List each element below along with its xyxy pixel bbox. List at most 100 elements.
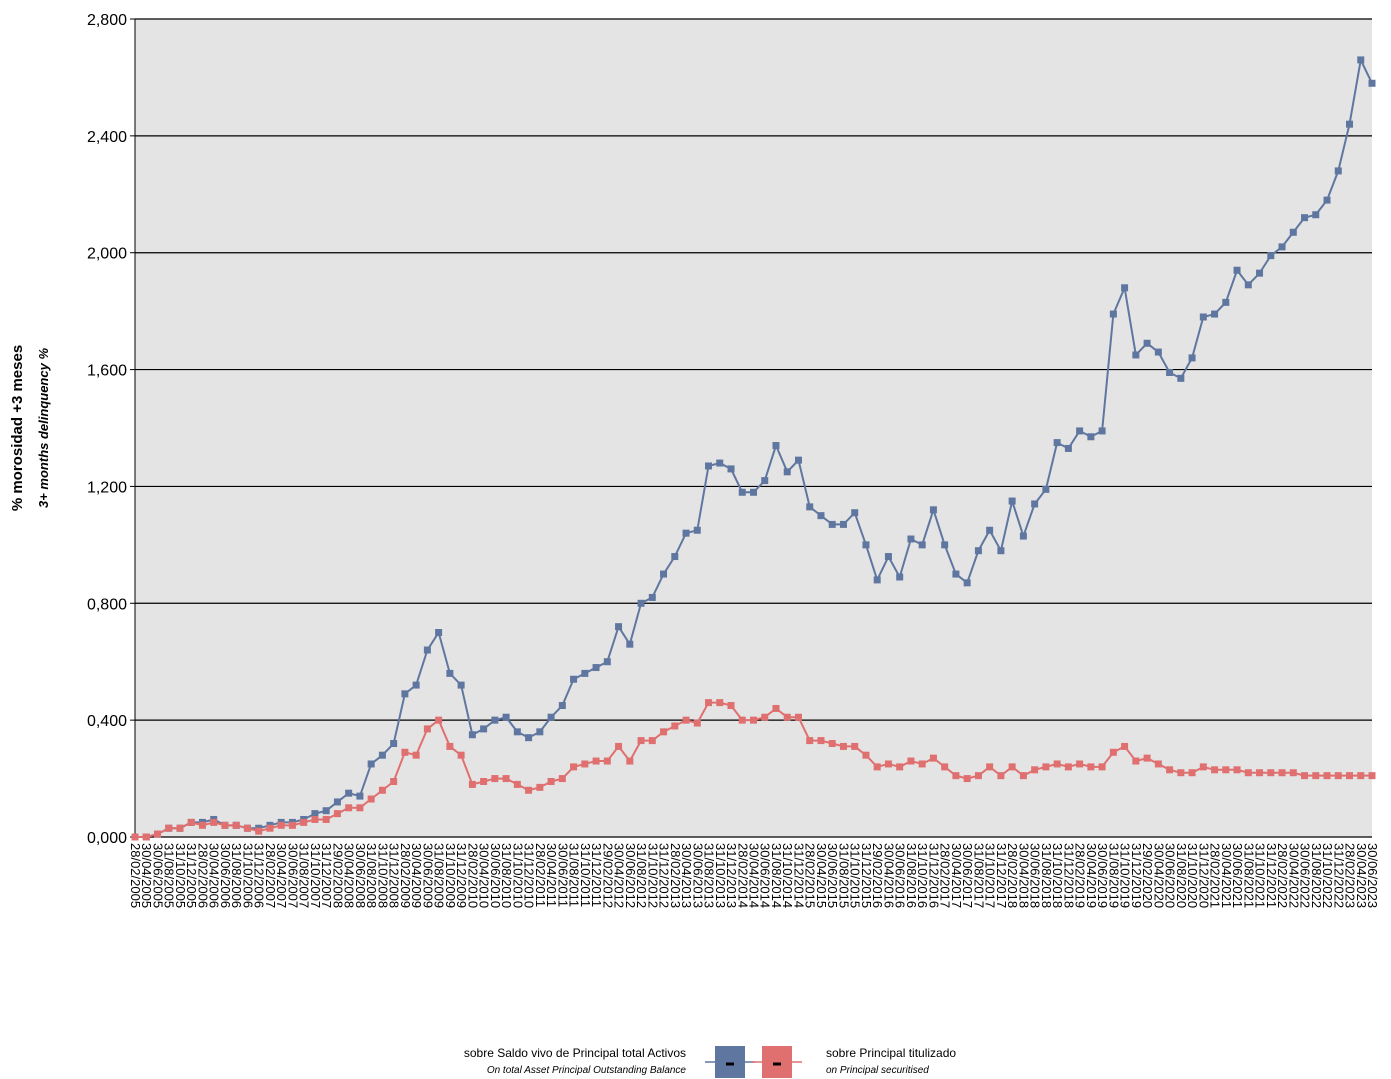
point [232, 821, 240, 829]
point [1154, 348, 1162, 356]
x-tick-label: 31/10/2020 [1185, 843, 1200, 908]
point [761, 477, 769, 485]
point [1199, 763, 1207, 771]
x-tick-label: 30/06/2015 [825, 843, 840, 908]
point [873, 576, 881, 584]
point [750, 716, 757, 724]
point [390, 740, 398, 748]
point [963, 579, 971, 587]
point [997, 547, 1005, 555]
x-tick-label: 31/08/2012 [634, 843, 649, 908]
point [592, 757, 600, 765]
point [1177, 769, 1185, 777]
point [648, 593, 656, 601]
point [603, 757, 611, 765]
x-tick-label: 30/04/2012 [612, 843, 627, 908]
point [896, 573, 904, 581]
point [468, 780, 476, 788]
point [581, 669, 589, 677]
x-tick-label: 30/06/2010 [488, 843, 503, 908]
point [300, 818, 308, 826]
point [862, 541, 870, 549]
x-tick-label: 31/10/2013 [713, 843, 728, 908]
x-tick-label: 30/06/2008 [353, 843, 368, 908]
point [1267, 769, 1275, 777]
point [311, 815, 319, 823]
point [1109, 310, 1117, 318]
point [1031, 766, 1039, 774]
point [1019, 772, 1027, 780]
point [1368, 79, 1376, 87]
point [502, 775, 510, 783]
point [682, 529, 690, 537]
point [918, 760, 926, 768]
x-tick-label: 30/06/2019 [1095, 843, 1110, 908]
x-tick-label: 31/10/2014 [780, 843, 795, 908]
point [536, 783, 544, 791]
point [423, 646, 431, 654]
x-tick-label: 30/04/2008 [342, 843, 357, 908]
x-tick-label: 31/12/2020 [1196, 843, 1211, 908]
x-tick-label: 30/04/2021 [1219, 843, 1234, 908]
point [210, 818, 218, 826]
point [671, 722, 679, 730]
point [1188, 769, 1196, 777]
x-tick-label: 30/04/2014 [747, 843, 762, 908]
x-tick-label: 30/04/2011 [544, 843, 559, 907]
x-tick-label: 31/12/2019 [1129, 843, 1144, 908]
point [1211, 766, 1219, 774]
point [390, 777, 398, 785]
point [1278, 769, 1286, 777]
x-tick-label: 31/08/2016 [904, 843, 919, 908]
point [817, 512, 825, 520]
point [480, 725, 488, 733]
x-tick-label: 28/02/2013 [668, 843, 683, 908]
x-tick-label: 31/10/2022 [1320, 843, 1335, 908]
x-tick-label: 31/08/2021 [1241, 843, 1256, 908]
legend-sublabel: on Principal securitised [826, 1065, 929, 1076]
x-tick-label: 31/08/2008 [364, 843, 379, 908]
point [637, 599, 645, 607]
x-tick-label: 28/02/2005 [128, 843, 143, 908]
x-tick-label: 30/06/2016 [893, 843, 908, 908]
point [603, 658, 611, 666]
x-tick-label: 29/02/2012 [600, 843, 615, 908]
x-tick-label: 31/10/2021 [1253, 843, 1268, 908]
x-tick-label: 31/10/2011 [578, 843, 593, 907]
point [806, 737, 814, 745]
point [435, 716, 443, 724]
point [974, 772, 982, 780]
x-tick-label: 28/02/2011 [533, 843, 548, 907]
point [783, 713, 791, 721]
legend-swatch [715, 1046, 745, 1078]
x-tick-label: 30/04/2013 [679, 843, 694, 908]
x-tick-label: 28/02/2014 [735, 843, 750, 908]
x-tick-label: 31/12/2022 [1331, 843, 1346, 908]
point [356, 804, 364, 812]
x-tick-label: 31/10/2005 [173, 843, 188, 908]
point [457, 751, 465, 759]
point [1323, 772, 1331, 780]
point [839, 520, 847, 528]
point [288, 821, 296, 829]
point [1188, 354, 1196, 362]
point [1334, 167, 1342, 175]
x-tick-label: 31/08/2009 [432, 843, 447, 908]
x-tick-label: 31/10/2009 [443, 843, 458, 908]
x-tick-label: 31/12/2008 [387, 843, 402, 908]
point [1121, 742, 1129, 750]
x-tick-label: 31/12/2011 [589, 843, 604, 907]
point [221, 821, 229, 829]
point [1211, 310, 1219, 318]
point [862, 751, 870, 759]
point [1346, 120, 1354, 128]
point [1064, 763, 1072, 771]
x-tick-label: 30/06/2006 [218, 843, 233, 908]
x-tick-label: 31/08/2022 [1309, 843, 1324, 908]
point [1064, 444, 1072, 452]
point [716, 699, 724, 707]
point [1233, 266, 1241, 274]
y-title: % morosidad +3 meses [9, 345, 26, 511]
point [1278, 243, 1286, 251]
x-tick-label: 31/12/2015 [859, 843, 874, 908]
